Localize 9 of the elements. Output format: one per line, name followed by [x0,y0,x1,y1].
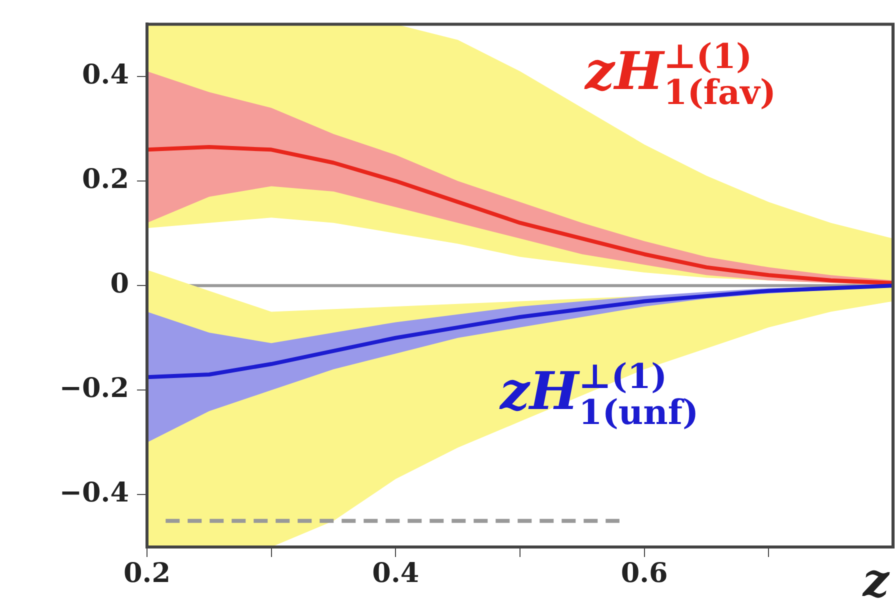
x-tick-label: 0.2 [124,558,170,590]
y-tick-label: −0.4 [59,478,129,509]
x-axis-title: z [862,552,890,607]
x-tick-label: 0.4 [372,558,420,590]
x-tick-label: 0.6 [620,558,668,590]
y-tick-label: −0.2 [59,373,129,404]
y-tick-label: 0.2 [82,164,129,196]
y-tick-label: 0.4 [82,59,129,90]
y-tick-label: 0 [110,268,129,300]
